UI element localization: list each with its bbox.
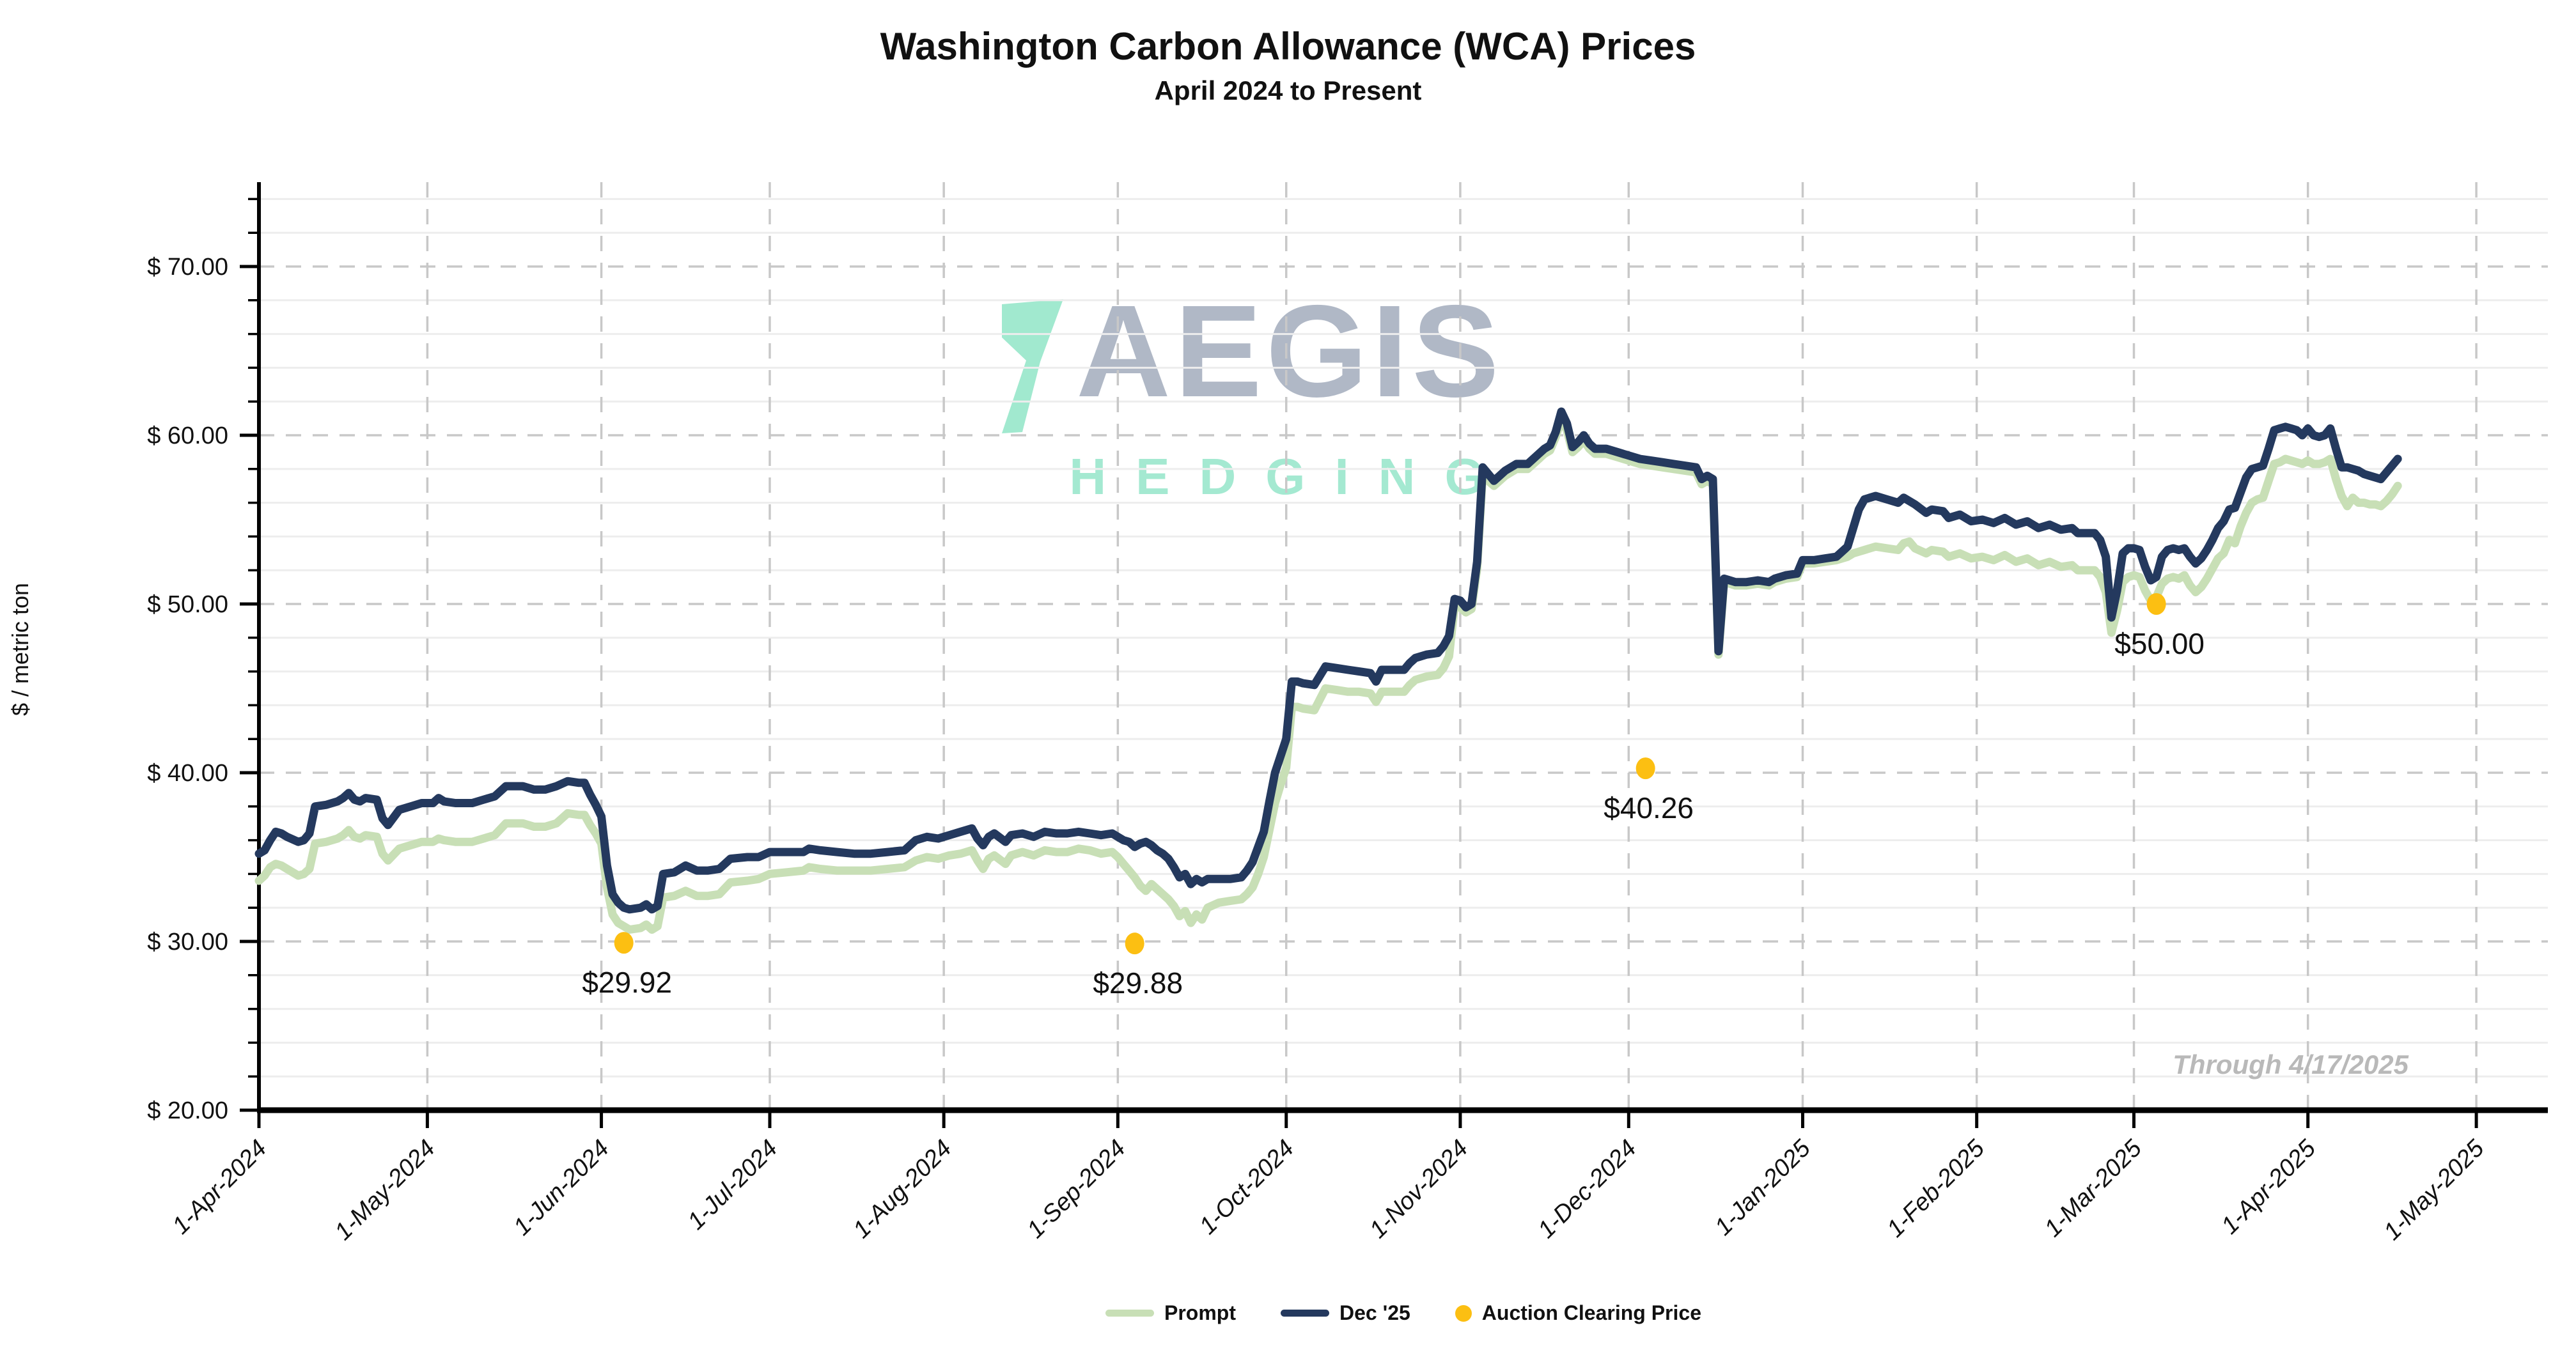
auction-price-label: $29.92	[582, 966, 672, 999]
through-date-note: Through 4/17/2025	[2173, 1049, 2408, 1080]
prompt-series-line	[254, 414, 2402, 934]
y-tick-label: $ 40.00	[147, 760, 228, 787]
watermark-row: AEGIS	[1001, 278, 1563, 433]
y-tick-label: $ 20.00	[147, 1097, 228, 1124]
dec25-series-line	[254, 407, 2402, 914]
aegis-watermark: AEGIS HEDGING	[1001, 278, 1563, 506]
auction-dot-swatch	[1455, 1304, 1472, 1322]
auction-clearing-dot	[614, 932, 634, 954]
x-tick-label: 1-Mar-2025	[2040, 1134, 2148, 1242]
x-tick-label: 1-Oct-2024	[1194, 1135, 1299, 1240]
watermark-sub-text: HEDGING	[1069, 448, 1514, 505]
prompt-line-swatch	[1105, 1310, 1154, 1317]
legend-item-dec25: Dec '25	[1281, 1301, 1410, 1325]
x-tick-label: 1-May-2024	[330, 1135, 441, 1246]
legend-item-auction: Auction Clearing Price	[1455, 1301, 1701, 1325]
y-tick-label: $ 50.00	[147, 591, 228, 618]
y-tick-label: $ 30.00	[147, 929, 228, 956]
x-tick-label: 1-Jun-2024	[508, 1135, 614, 1241]
watermark-brand-text: AEGIS	[1076, 278, 1503, 424]
x-tick-label: 1-Dec-2024	[1533, 1135, 1642, 1244]
legend-label-dec25: Dec '25	[1339, 1301, 1410, 1324]
x-tick-label: 1-Nov-2024	[1364, 1135, 1473, 1244]
chart-legend: Prompt Dec '25 Auction Clearing Price	[259, 1301, 2548, 1325]
x-tick-label: 1-Sep-2024	[1022, 1135, 1131, 1244]
legend-item-prompt: Prompt	[1105, 1301, 1236, 1325]
x-tick-label: 1-May-2025	[2378, 1134, 2490, 1246]
aegis-logo-icon	[1002, 299, 1063, 433]
x-tick-label: 1-Apr-2025	[2216, 1134, 2321, 1239]
legend-label-auction: Auction Clearing Price	[1481, 1301, 1701, 1324]
page-subtitle: April 2024 to Present	[1154, 75, 1422, 105]
auction-clearing-dot	[1635, 757, 1655, 780]
auction-price-label: $40.26	[1604, 791, 1694, 824]
auction-clearing-dot	[1125, 933, 1144, 955]
auction-price-label: $50.00	[2114, 627, 2205, 660]
x-tick-label: 1-Apr-2024	[168, 1135, 272, 1240]
y-tick-label: $ 70.00	[147, 254, 228, 281]
legend-label-prompt: Prompt	[1164, 1301, 1236, 1324]
x-tick-label: 1-Feb-2025	[1882, 1134, 1990, 1242]
x-tick-label: 1-Jul-2024	[683, 1135, 783, 1235]
auction-price-label: $29.88	[1093, 966, 1183, 1000]
y-tick-label: $ 60.00	[147, 422, 228, 449]
page-title: Washington Carbon Allowance (WCA) Prices	[880, 25, 1696, 68]
auction-clearing-dot	[2146, 593, 2166, 615]
dec25-line-swatch	[1281, 1310, 1329, 1317]
x-tick-label: 1-Jan-2025	[1710, 1134, 1816, 1241]
x-tick-label: 1-Aug-2024	[848, 1135, 956, 1244]
